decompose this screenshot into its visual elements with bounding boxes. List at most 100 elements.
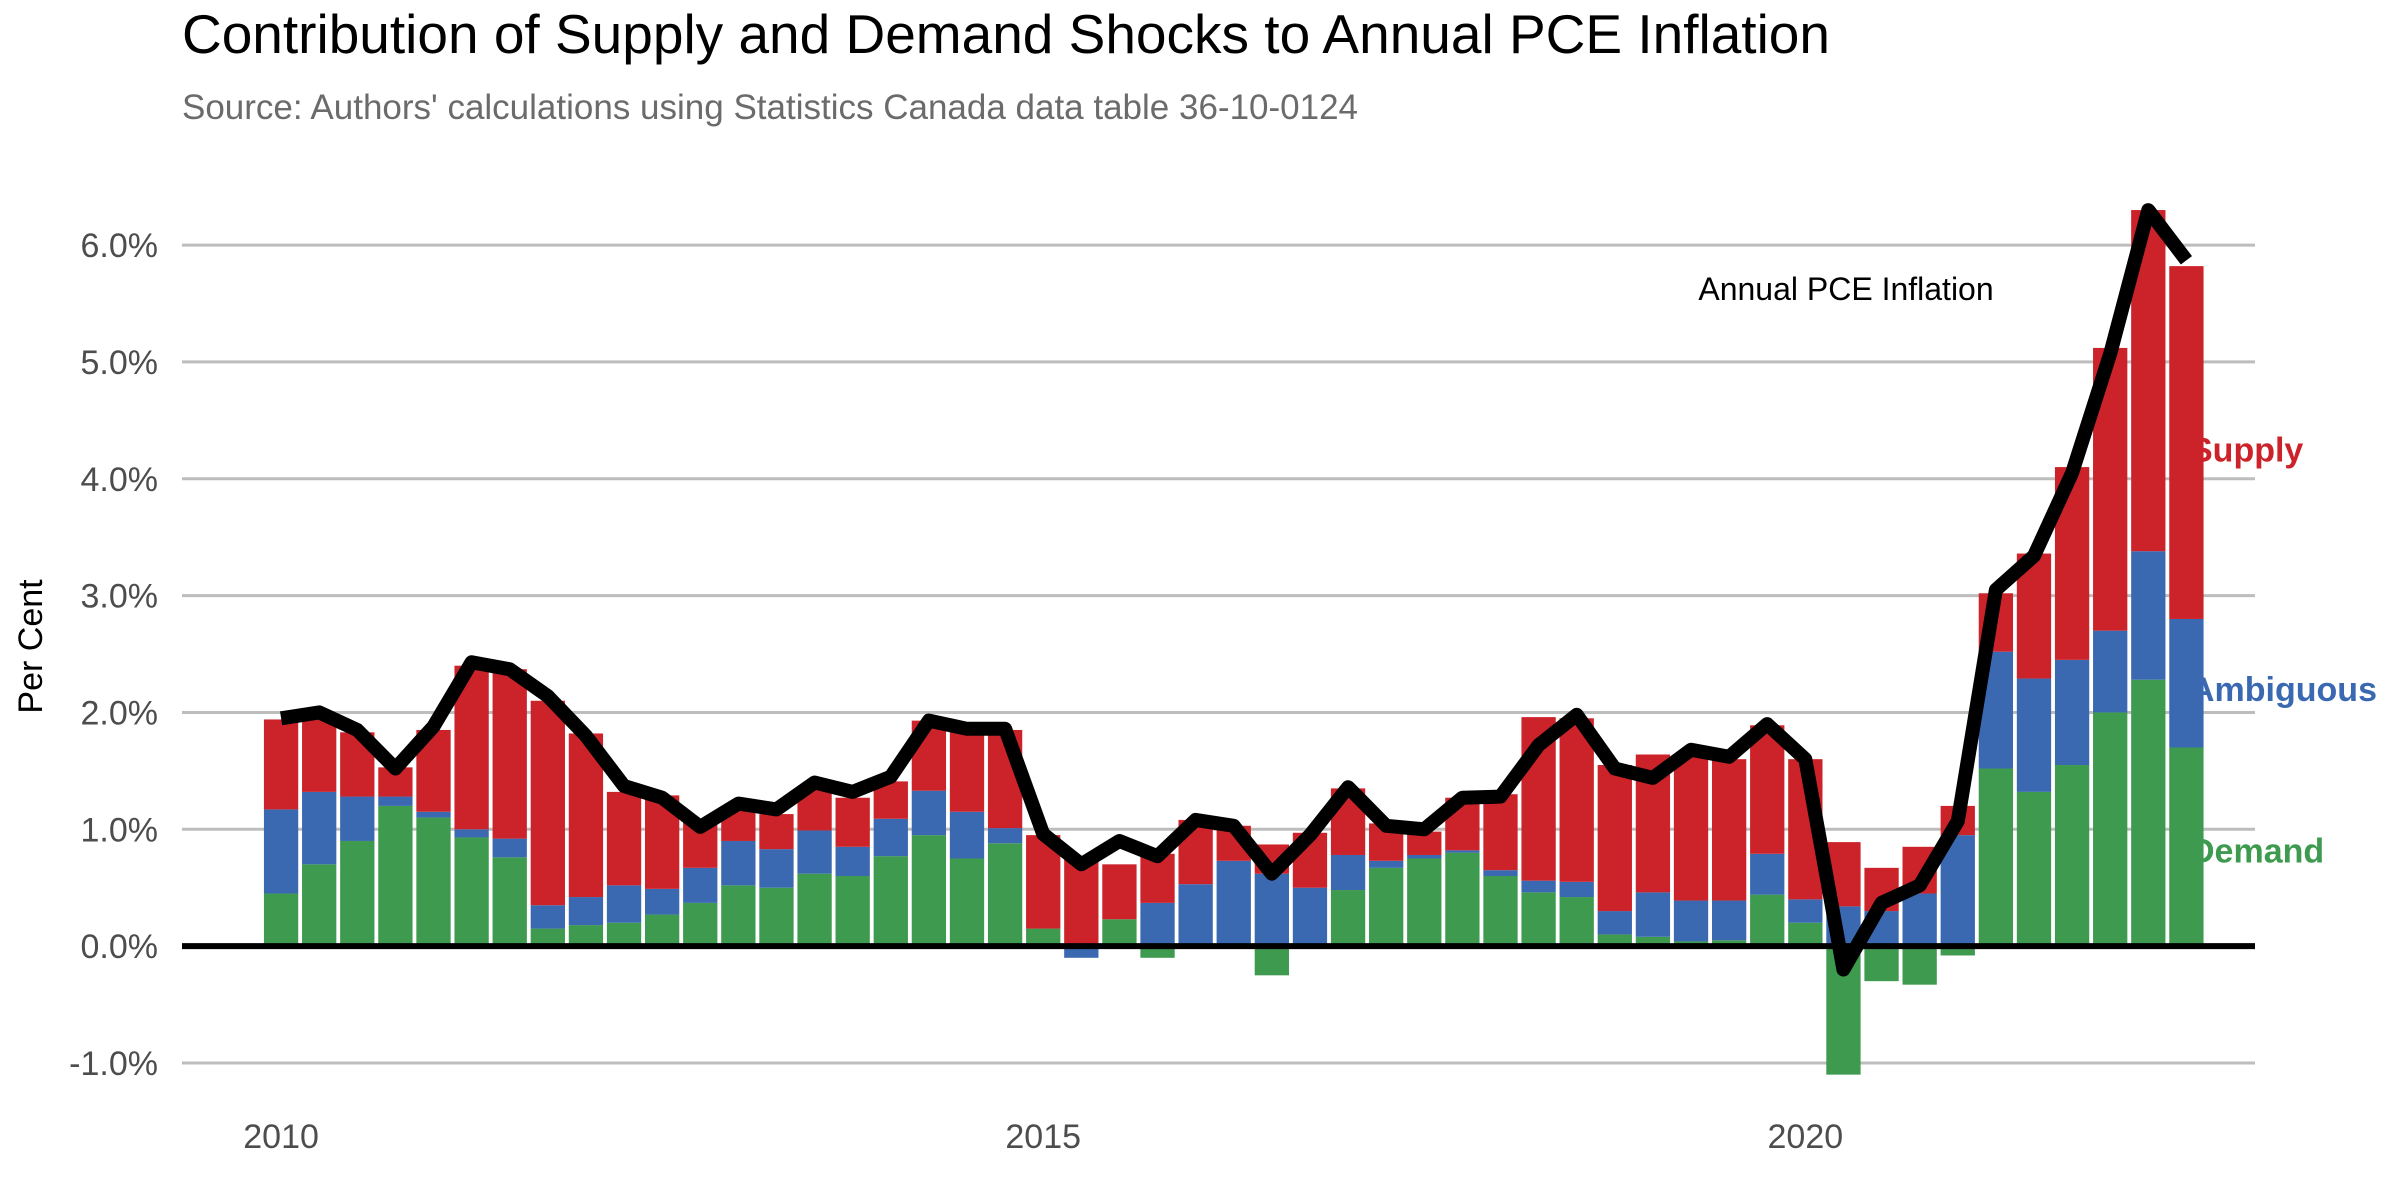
bar-ambiguous xyxy=(1254,873,1289,947)
bar-ambiguous xyxy=(911,790,947,836)
bar-ambiguous xyxy=(302,791,337,865)
bar-demand xyxy=(1902,946,1937,985)
y-tick-label: 5.0% xyxy=(81,344,159,382)
bar-demand xyxy=(1521,892,1556,947)
bar-ambiguous xyxy=(1597,911,1632,935)
bar-supply xyxy=(1407,831,1442,855)
legend-label-demand: Demand xyxy=(2190,832,2324,870)
bar-ambiguous xyxy=(1407,854,1442,859)
bar-ambiguous xyxy=(797,830,832,874)
bar-supply xyxy=(263,719,299,810)
bar-demand xyxy=(873,856,908,947)
bar-ambiguous xyxy=(1788,899,1823,923)
bar-demand xyxy=(263,893,299,947)
bar-demand xyxy=(2169,747,2204,947)
bar-supply xyxy=(302,713,337,792)
bar-supply xyxy=(606,791,642,886)
y-tick-label: 2.0% xyxy=(81,694,159,732)
bar-demand xyxy=(1026,928,1061,947)
bar-ambiguous xyxy=(1330,854,1366,891)
bar-ambiguous xyxy=(759,849,794,888)
bar-demand xyxy=(1978,768,2014,947)
bar-demand xyxy=(606,922,642,947)
bar-ambiguous xyxy=(416,811,451,818)
bar-ambiguous xyxy=(454,829,489,838)
bar-supply xyxy=(1711,759,1747,901)
bar-ambiguous xyxy=(606,885,642,923)
bar-demand xyxy=(1559,897,1594,947)
bar-demand xyxy=(1597,934,1632,947)
bar-demand xyxy=(1864,946,1899,982)
bar-ambiguous xyxy=(2169,618,2204,748)
bar-supply xyxy=(1559,718,1594,882)
legend-label-ambiguous: Ambiguous xyxy=(2190,671,2377,709)
bar-ambiguous xyxy=(2093,630,2128,713)
bar-demand xyxy=(2054,765,2090,947)
bar-ambiguous xyxy=(873,818,908,857)
bar-demand xyxy=(1940,946,1975,956)
bar-ambiguous xyxy=(2131,551,2166,680)
bar-ambiguous xyxy=(1064,946,1099,958)
bar-demand xyxy=(2016,791,2052,947)
bar-ambiguous xyxy=(568,897,604,926)
bar-demand xyxy=(2093,712,2128,947)
bar-ambiguous xyxy=(2054,659,2090,766)
bar-demand xyxy=(949,858,985,947)
bar-supply xyxy=(1673,754,1709,901)
bar-supply xyxy=(759,814,794,850)
line-annotation: Annual PCE Inflation xyxy=(1698,271,1993,307)
bar-ambiguous xyxy=(2016,678,2052,792)
legend-label-supply: Supply xyxy=(2190,432,2303,470)
bar-supply xyxy=(530,700,565,906)
x-tick-label: 2010 xyxy=(243,1118,319,1156)
bar-ambiguous xyxy=(1292,887,1328,947)
bar-demand xyxy=(1254,946,1289,976)
y-tick-label: 6.0% xyxy=(81,227,159,265)
x-tick-label: 2020 xyxy=(1768,1118,1844,1156)
bar-demand xyxy=(454,837,489,947)
bar-demand xyxy=(302,864,337,947)
bar-ambiguous xyxy=(1140,902,1175,947)
bar-ambiguous xyxy=(1216,860,1251,947)
bar-ambiguous xyxy=(949,811,985,859)
bar-supply xyxy=(835,797,870,847)
bar-ambiguous xyxy=(1445,850,1480,853)
y-tick-label: 1.0% xyxy=(81,811,159,849)
x-tick-label: 2015 xyxy=(1005,1118,1081,1156)
bar-ambiguous xyxy=(1521,880,1556,893)
bar-ambiguous xyxy=(683,867,718,903)
bar-demand xyxy=(1788,922,1823,947)
bar-demand xyxy=(530,928,565,947)
bar-ambiguous xyxy=(1635,892,1671,937)
bar-ambiguous xyxy=(263,809,299,894)
bar-ambiguous xyxy=(1559,881,1594,898)
chart-title: Contribution of Supply and Demand Shocks… xyxy=(182,3,1830,65)
bar-supply xyxy=(1483,794,1518,871)
y-tick-label: 3.0% xyxy=(81,578,159,616)
bar-ambiguous xyxy=(1178,884,1213,947)
inflation-line-group xyxy=(280,203,2192,977)
bar-ambiguous xyxy=(987,828,1023,844)
bar-ambiguous xyxy=(340,796,375,841)
bar-ambiguous xyxy=(1483,870,1518,877)
bar-ambiguous xyxy=(378,796,413,806)
bar-demand xyxy=(1102,919,1137,947)
bar-supply xyxy=(2169,266,2204,619)
chart-subtitle: Source: Authors' calculations using Stat… xyxy=(182,88,1359,127)
bar-ambiguous xyxy=(835,846,870,877)
y-axis-title: Per Cent xyxy=(12,579,50,714)
bar-ambiguous xyxy=(1750,853,1785,895)
bar-ambiguous xyxy=(1369,860,1404,868)
labels: -1.0% 0.0% 1.0% 2.0% 3.0% 4.0% 5.0% 6.0% 2010 201… xyxy=(12,227,2377,1156)
bar-demand xyxy=(492,857,527,947)
bar-ambiguous xyxy=(1902,893,1937,947)
bar-ambiguous xyxy=(644,888,680,915)
bar-supply xyxy=(1597,765,1632,912)
bar-demand xyxy=(1369,867,1404,947)
bar-demand xyxy=(340,840,375,947)
bar-demand xyxy=(759,887,794,947)
bar-demand xyxy=(378,805,413,947)
bar-demand xyxy=(416,817,451,947)
